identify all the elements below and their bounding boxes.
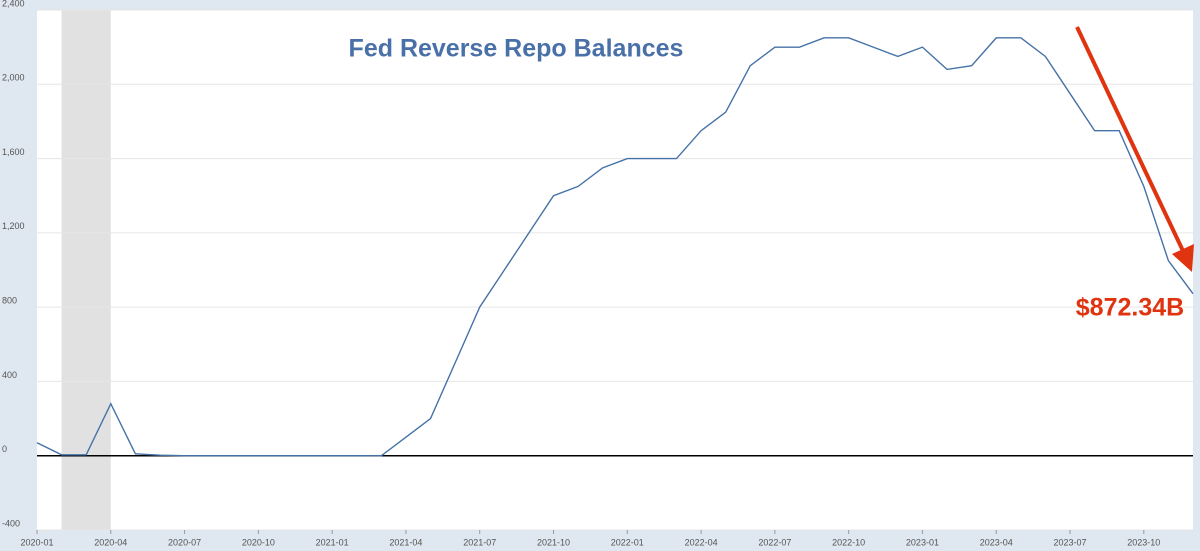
shaded-range — [61, 10, 111, 530]
y-tick-label: 1,200 — [2, 221, 25, 231]
x-tick-label: 2020-04 — [94, 537, 127, 547]
x-tick-label: 2020-01 — [20, 537, 53, 547]
x-tick-label: 2023-10 — [1127, 537, 1160, 547]
data-line — [36, 37, 1194, 457]
x-tick-label: 2021-01 — [316, 537, 349, 547]
y-tick-label: 2,400 — [2, 0, 25, 8]
x-tick-label: 2023-01 — [906, 537, 939, 547]
x-tick-label: 2021-10 — [537, 537, 570, 547]
x-tick-label: 2022-07 — [758, 537, 791, 547]
y-tick-label: 800 — [2, 296, 17, 306]
y-tick-label: 0 — [2, 444, 7, 454]
x-tick-label: 2023-07 — [1054, 537, 1087, 547]
x-tick-label: 2022-10 — [832, 537, 865, 547]
x-tick-label: 2020-10 — [242, 537, 275, 547]
x-tick-label: 2022-01 — [611, 537, 644, 547]
x-tick-label: 2023-04 — [980, 537, 1013, 547]
y-tick-label: 2,000 — [2, 73, 25, 83]
y-tick-label: 1,600 — [2, 147, 25, 157]
annotation: $872.34B — [1076, 294, 1184, 322]
x-tick-label: 2021-07 — [463, 537, 496, 547]
arrow-head — [1172, 244, 1194, 272]
y-tick-label: 400 — [2, 370, 17, 380]
plot-area — [37, 10, 1193, 530]
arrow-shaft — [1075, 26, 1186, 254]
x-tick-label: 2021-04 — [389, 537, 422, 547]
x-tick-label: 2022-04 — [685, 537, 718, 547]
x-tick-label: 2020-07 — [168, 537, 201, 547]
chart-title: Fed Reverse Repo Balances — [349, 35, 684, 63]
y-tick-label: -400 — [2, 518, 20, 528]
